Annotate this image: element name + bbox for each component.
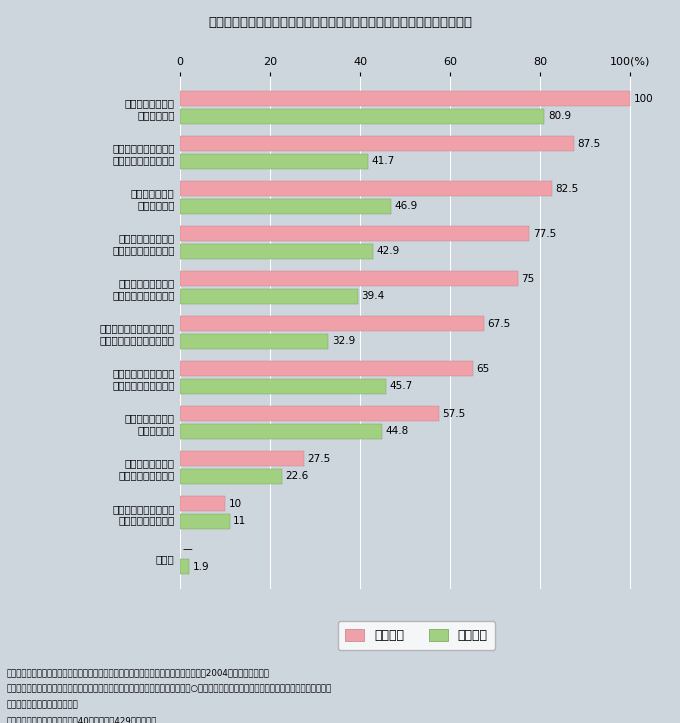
Text: 市区町村の割合。: 市区町村の割合。 — [7, 701, 79, 709]
Text: 42.9: 42.9 — [377, 247, 400, 256]
Bar — [180, 406, 439, 422]
Text: 45.7: 45.7 — [390, 382, 413, 391]
Text: 82.5: 82.5 — [555, 184, 579, 194]
Text: 32.9: 32.9 — [332, 336, 355, 346]
Text: 80.9: 80.9 — [548, 111, 571, 121]
Bar — [180, 559, 189, 574]
Bar — [180, 334, 328, 348]
Text: （備考）１．内閣府「コミュニティ再興に向けた協働のあり方に関するアンケート」（2004年）により作成。: （備考）１．内閣府「コミュニティ再興に向けた協働のあり方に関するアンケート」（2… — [7, 669, 270, 677]
Bar — [180, 226, 529, 241]
Text: 100: 100 — [634, 94, 653, 103]
Bar — [180, 244, 373, 259]
Bar — [180, 497, 225, 511]
Text: 77.5: 77.5 — [532, 228, 556, 239]
Bar — [180, 181, 551, 196]
Bar — [180, 469, 282, 484]
Bar — [180, 91, 630, 106]
Text: 27.5: 27.5 — [307, 454, 331, 464]
Bar — [180, 136, 574, 151]
Bar — [180, 379, 386, 394]
Text: ３．回答した団体は、40都道府県、429市区町村。: ３．回答した団体は、40都道府県、429市区町村。 — [7, 716, 157, 723]
Text: 41.7: 41.7 — [371, 156, 395, 166]
Text: 22.6: 22.6 — [286, 471, 309, 482]
Bar — [180, 514, 230, 529]
Text: 第３－２－４図　ＮＰＯと地方公共団体との協働の形態は事業委託が多い: 第３－２－４図 ＮＰＯと地方公共団体との協働の形態は事業委託が多い — [208, 16, 472, 29]
Text: 87.5: 87.5 — [577, 139, 601, 149]
Text: —: — — [182, 544, 192, 554]
Text: 46.9: 46.9 — [395, 201, 418, 211]
Text: 44.8: 44.8 — [386, 427, 409, 437]
Text: 10: 10 — [228, 499, 242, 509]
Text: 65: 65 — [477, 364, 490, 374]
Bar — [180, 424, 382, 439]
Bar — [180, 317, 484, 331]
Bar — [180, 362, 473, 376]
Text: 75: 75 — [522, 274, 534, 283]
Text: 39.4: 39.4 — [361, 291, 384, 301]
Text: 11: 11 — [233, 516, 247, 526]
Text: 1.9: 1.9 — [192, 562, 209, 571]
Bar — [180, 271, 517, 286]
Bar — [180, 451, 304, 466]
Text: 67.5: 67.5 — [488, 319, 511, 329]
Bar — [180, 289, 358, 304]
Bar — [180, 154, 368, 168]
Bar — [180, 108, 544, 124]
Legend: 都道府県, 市区町村: 都道府県, 市区町村 — [338, 621, 495, 650]
Text: 57.5: 57.5 — [443, 409, 466, 419]
Text: ２．「貴自治体における協働事業は下記のどの形態に該当しますか？（○はいくつでも）」という問に対して回答した都道府県及び: ２．「貴自治体における協働事業は下記のどの形態に該当しますか？（○はいくつでも）… — [7, 685, 332, 693]
Bar — [180, 199, 391, 214]
